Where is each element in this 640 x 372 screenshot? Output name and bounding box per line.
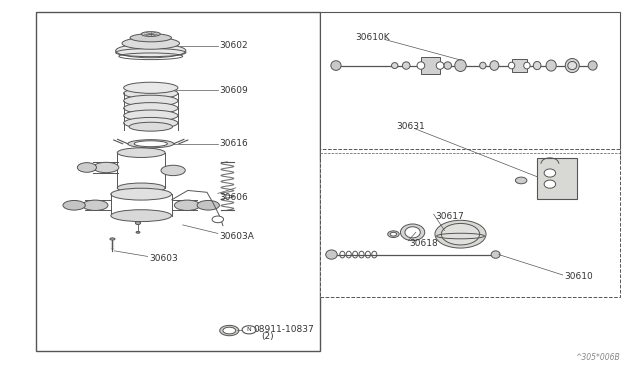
Text: ^305*006B: ^305*006B <box>575 353 620 362</box>
Ellipse shape <box>435 220 486 248</box>
Ellipse shape <box>124 118 178 129</box>
Bar <box>511 59 527 72</box>
Ellipse shape <box>515 177 527 184</box>
Ellipse shape <box>544 169 556 177</box>
Ellipse shape <box>122 37 179 49</box>
Ellipse shape <box>533 61 541 70</box>
Ellipse shape <box>110 238 115 240</box>
Ellipse shape <box>63 201 85 210</box>
Bar <box>421 57 440 74</box>
Ellipse shape <box>442 224 479 245</box>
Text: 30617: 30617 <box>435 212 464 221</box>
Ellipse shape <box>401 224 425 241</box>
Ellipse shape <box>405 227 420 238</box>
Ellipse shape <box>444 62 452 69</box>
Ellipse shape <box>174 200 200 211</box>
Ellipse shape <box>124 95 178 106</box>
Ellipse shape <box>326 250 337 259</box>
Ellipse shape <box>544 180 556 188</box>
Ellipse shape <box>117 183 165 193</box>
Ellipse shape <box>83 200 108 211</box>
Ellipse shape <box>568 61 577 70</box>
Ellipse shape <box>111 188 172 200</box>
Ellipse shape <box>546 60 556 71</box>
Ellipse shape <box>130 34 172 42</box>
Ellipse shape <box>136 231 140 233</box>
Text: 30610K: 30610K <box>355 33 390 42</box>
Text: (2): (2) <box>261 332 274 341</box>
Text: 30603A: 30603A <box>219 231 254 241</box>
Ellipse shape <box>524 62 530 69</box>
Ellipse shape <box>220 326 239 336</box>
Text: 30610: 30610 <box>564 272 593 281</box>
Bar <box>320 149 620 297</box>
Ellipse shape <box>403 62 410 69</box>
Ellipse shape <box>212 216 223 223</box>
Ellipse shape <box>141 32 161 36</box>
Ellipse shape <box>124 110 178 121</box>
Ellipse shape <box>390 232 397 236</box>
Ellipse shape <box>111 210 172 222</box>
Ellipse shape <box>129 122 173 131</box>
Ellipse shape <box>508 62 515 69</box>
Ellipse shape <box>136 222 141 225</box>
Ellipse shape <box>417 62 425 69</box>
Text: N: N <box>247 327 252 332</box>
Ellipse shape <box>77 163 97 172</box>
Ellipse shape <box>565 58 579 73</box>
Ellipse shape <box>124 103 178 114</box>
Bar <box>320 12 620 160</box>
Text: 30618: 30618 <box>410 239 438 248</box>
Ellipse shape <box>124 88 178 99</box>
Text: 30631: 30631 <box>397 122 426 131</box>
Text: 30602: 30602 <box>219 41 248 51</box>
Ellipse shape <box>588 61 597 70</box>
Bar <box>36 12 320 351</box>
Ellipse shape <box>116 44 186 58</box>
Ellipse shape <box>479 62 486 69</box>
Ellipse shape <box>93 162 119 173</box>
Text: 30603: 30603 <box>149 254 178 263</box>
Ellipse shape <box>197 201 220 210</box>
Ellipse shape <box>331 61 341 70</box>
Text: 30609: 30609 <box>219 86 248 95</box>
Ellipse shape <box>223 327 236 334</box>
Ellipse shape <box>436 62 444 69</box>
Ellipse shape <box>161 165 185 176</box>
Ellipse shape <box>388 231 399 237</box>
Ellipse shape <box>128 140 173 148</box>
Ellipse shape <box>455 60 467 71</box>
Text: 30616: 30616 <box>219 139 248 148</box>
Ellipse shape <box>124 82 178 93</box>
Ellipse shape <box>134 141 168 147</box>
Ellipse shape <box>491 251 500 258</box>
Ellipse shape <box>117 148 165 157</box>
Text: 30606: 30606 <box>219 193 248 202</box>
Ellipse shape <box>490 61 499 70</box>
Text: 08911-10837: 08911-10837 <box>253 325 314 334</box>
Ellipse shape <box>392 62 398 68</box>
Bar <box>537 158 577 199</box>
